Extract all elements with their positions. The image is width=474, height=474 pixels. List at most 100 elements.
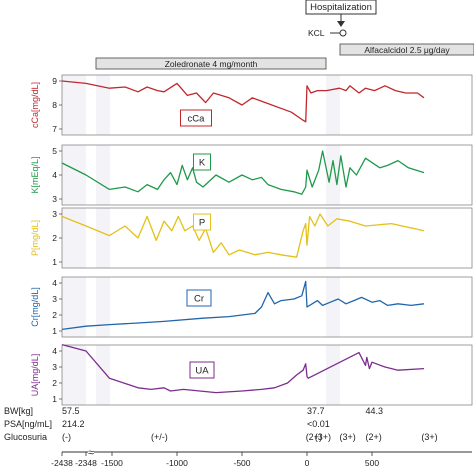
data-point <box>306 376 308 378</box>
data-point <box>183 388 185 390</box>
data-point <box>61 344 63 346</box>
data-point <box>241 390 243 392</box>
x-axis: ≈ -2438 -2348 -1500 -1000 -500 0 500 <box>51 447 472 468</box>
data-point <box>296 374 298 376</box>
x-tick-label: -2438 <box>51 458 73 468</box>
data-point <box>261 388 263 390</box>
data-point <box>332 160 334 162</box>
background-band-late <box>326 277 340 337</box>
data-point <box>146 86 148 88</box>
background-band-mid <box>96 145 110 205</box>
inset-label: UA <box>195 366 209 377</box>
data-point <box>157 188 159 190</box>
data-point <box>387 304 389 306</box>
y-tick-label: 9 <box>52 76 57 86</box>
data-point <box>306 306 308 308</box>
hospitalization-label: Hospitalization <box>310 2 372 13</box>
data-point <box>163 387 165 389</box>
data-point <box>241 104 243 106</box>
y-tick-label: 8 <box>52 100 57 110</box>
data-point <box>267 292 269 294</box>
data-point <box>170 390 172 392</box>
data-point <box>202 317 204 319</box>
alfacalcidol-label: Alfacalcidol 2.5 μg/day <box>364 45 450 55</box>
data-point <box>163 320 165 322</box>
kcl-label: KCL <box>308 28 325 38</box>
data-point <box>365 225 367 227</box>
kcl-marker-circle <box>339 29 347 37</box>
data-point <box>336 184 338 186</box>
y-tick-label: 2 <box>52 378 57 388</box>
data-point <box>212 251 214 253</box>
data-point <box>171 230 173 232</box>
series-line-p <box>61 213 425 258</box>
data-point <box>287 382 289 384</box>
data-point <box>368 368 370 370</box>
row-value: 44.3 <box>366 406 384 416</box>
data-point <box>309 215 311 217</box>
inset-label: Cr <box>194 294 204 305</box>
data-point <box>61 80 63 82</box>
data-point <box>305 223 307 225</box>
data-point <box>349 167 351 169</box>
treatment-timeline: Hospitalization KCL Zoledronate 4 mg/mon… <box>95 0 474 70</box>
data-point <box>397 369 399 371</box>
data-point <box>423 368 425 370</box>
data-point <box>186 179 188 181</box>
data-point <box>198 239 200 241</box>
data-point <box>85 350 87 352</box>
panel-cca: 7 8 9 cCa[mg/dL] cCa <box>30 74 473 136</box>
data-point <box>353 300 355 302</box>
panel-frame <box>61 207 473 269</box>
y-tick-label: 1 <box>52 394 57 404</box>
data-point <box>85 174 87 176</box>
panel-cr: 1 2 3 4 Cr[mg/dL] Cr <box>30 276 473 338</box>
data-point <box>397 160 399 162</box>
data-point <box>302 369 304 371</box>
data-point <box>274 387 276 389</box>
row-value: 37.7 <box>307 406 325 416</box>
data-point <box>215 174 217 176</box>
data-point <box>137 322 139 324</box>
data-point <box>306 244 308 246</box>
data-point <box>228 316 230 318</box>
data-point <box>349 220 351 222</box>
y-axis-label: UA[mg/dL] <box>30 354 40 397</box>
inset-label-box <box>180 109 212 127</box>
data-point <box>387 164 389 166</box>
data-point <box>108 188 110 190</box>
zoledronate-bar <box>95 57 327 70</box>
data-point <box>379 167 381 169</box>
hospitalization-arrow-head <box>337 21 345 27</box>
data-point <box>337 298 339 300</box>
data-point <box>137 91 139 93</box>
data-point <box>205 102 207 104</box>
data-point <box>311 303 313 305</box>
clinical-rows: BW[kg] 57.5 37.7 44.3 PSA[ng/mL] 214.2 <0.01 Gl… <box>4 406 438 442</box>
y-tick-label: 2 <box>52 233 57 243</box>
data-point <box>319 213 321 215</box>
data-point <box>417 92 419 94</box>
data-point <box>374 90 376 92</box>
data-point <box>220 242 222 244</box>
data-point <box>355 174 357 176</box>
data-point <box>163 220 165 222</box>
data-point <box>371 361 373 363</box>
data-point <box>410 304 412 306</box>
data-point <box>124 225 126 227</box>
row-value: (3+) <box>315 432 331 442</box>
data-point <box>280 188 282 190</box>
data-point <box>302 230 304 232</box>
series-line-k <box>61 150 425 195</box>
x-tick-label: -2348 <box>75 458 97 468</box>
data-point <box>293 298 295 300</box>
data-point <box>61 215 63 217</box>
data-point <box>365 87 367 89</box>
data-point <box>146 215 148 217</box>
y-tick-label: 4 <box>52 278 57 288</box>
data-point <box>137 387 139 389</box>
data-point <box>280 300 282 302</box>
data-point <box>371 301 373 303</box>
data-point <box>251 179 253 181</box>
series-line-cca <box>61 80 425 123</box>
